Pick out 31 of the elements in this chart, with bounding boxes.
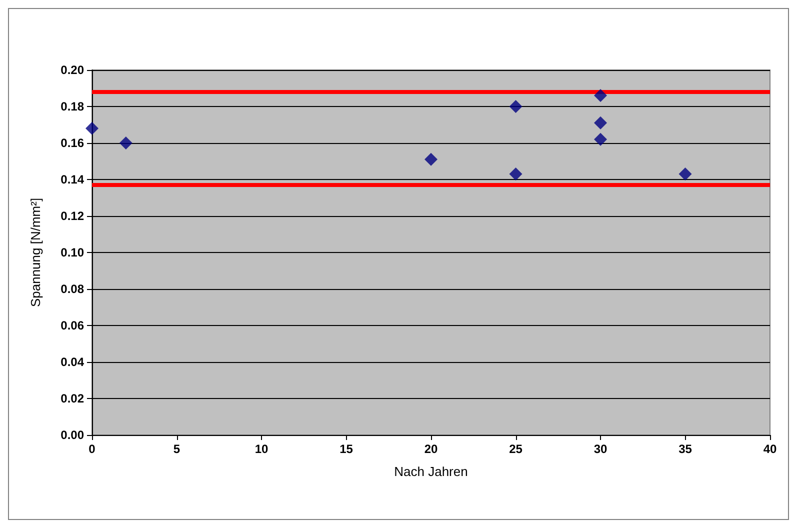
y-tick-label: 0.12 (60, 209, 84, 223)
x-axis-title: Nach Jahren (394, 464, 468, 479)
x-tick-label: 5 (173, 442, 180, 456)
x-tick-label: 30 (594, 442, 608, 456)
point (678, 168, 692, 181)
y-tick-label: 0.08 (60, 282, 84, 296)
x-tick-label: 40 (763, 442, 777, 456)
y-tick-label: 0.04 (60, 355, 84, 369)
y-axis-title: Spannung [N/mm²] (28, 198, 43, 308)
y-tick-label: 0.16 (60, 136, 84, 150)
point (86, 122, 98, 135)
point (424, 152, 438, 166)
x-tick-label: 0 (88, 442, 96, 456)
x-tick-label: 25 (509, 442, 523, 456)
y-tick-label: 0.20 (60, 63, 84, 77)
point (594, 116, 607, 130)
x-tick-label: 10 (254, 442, 268, 456)
y-tick-label: 0.00 (60, 428, 84, 442)
x-tick-label: 20 (424, 442, 438, 456)
y-tick-label: 0.18 (60, 100, 84, 114)
x-tick-label: 15 (340, 442, 354, 456)
point (119, 136, 132, 150)
point (594, 89, 607, 102)
point (509, 168, 522, 181)
y-tick-label: 0.10 (60, 246, 84, 260)
point (594, 132, 607, 146)
y-tick-label: 0.06 (60, 318, 84, 332)
point (509, 100, 522, 113)
y-tick-label: 0.14 (60, 172, 84, 186)
y-tick-label: 0.02 (60, 392, 84, 406)
x-tick-label: 35 (678, 442, 692, 456)
